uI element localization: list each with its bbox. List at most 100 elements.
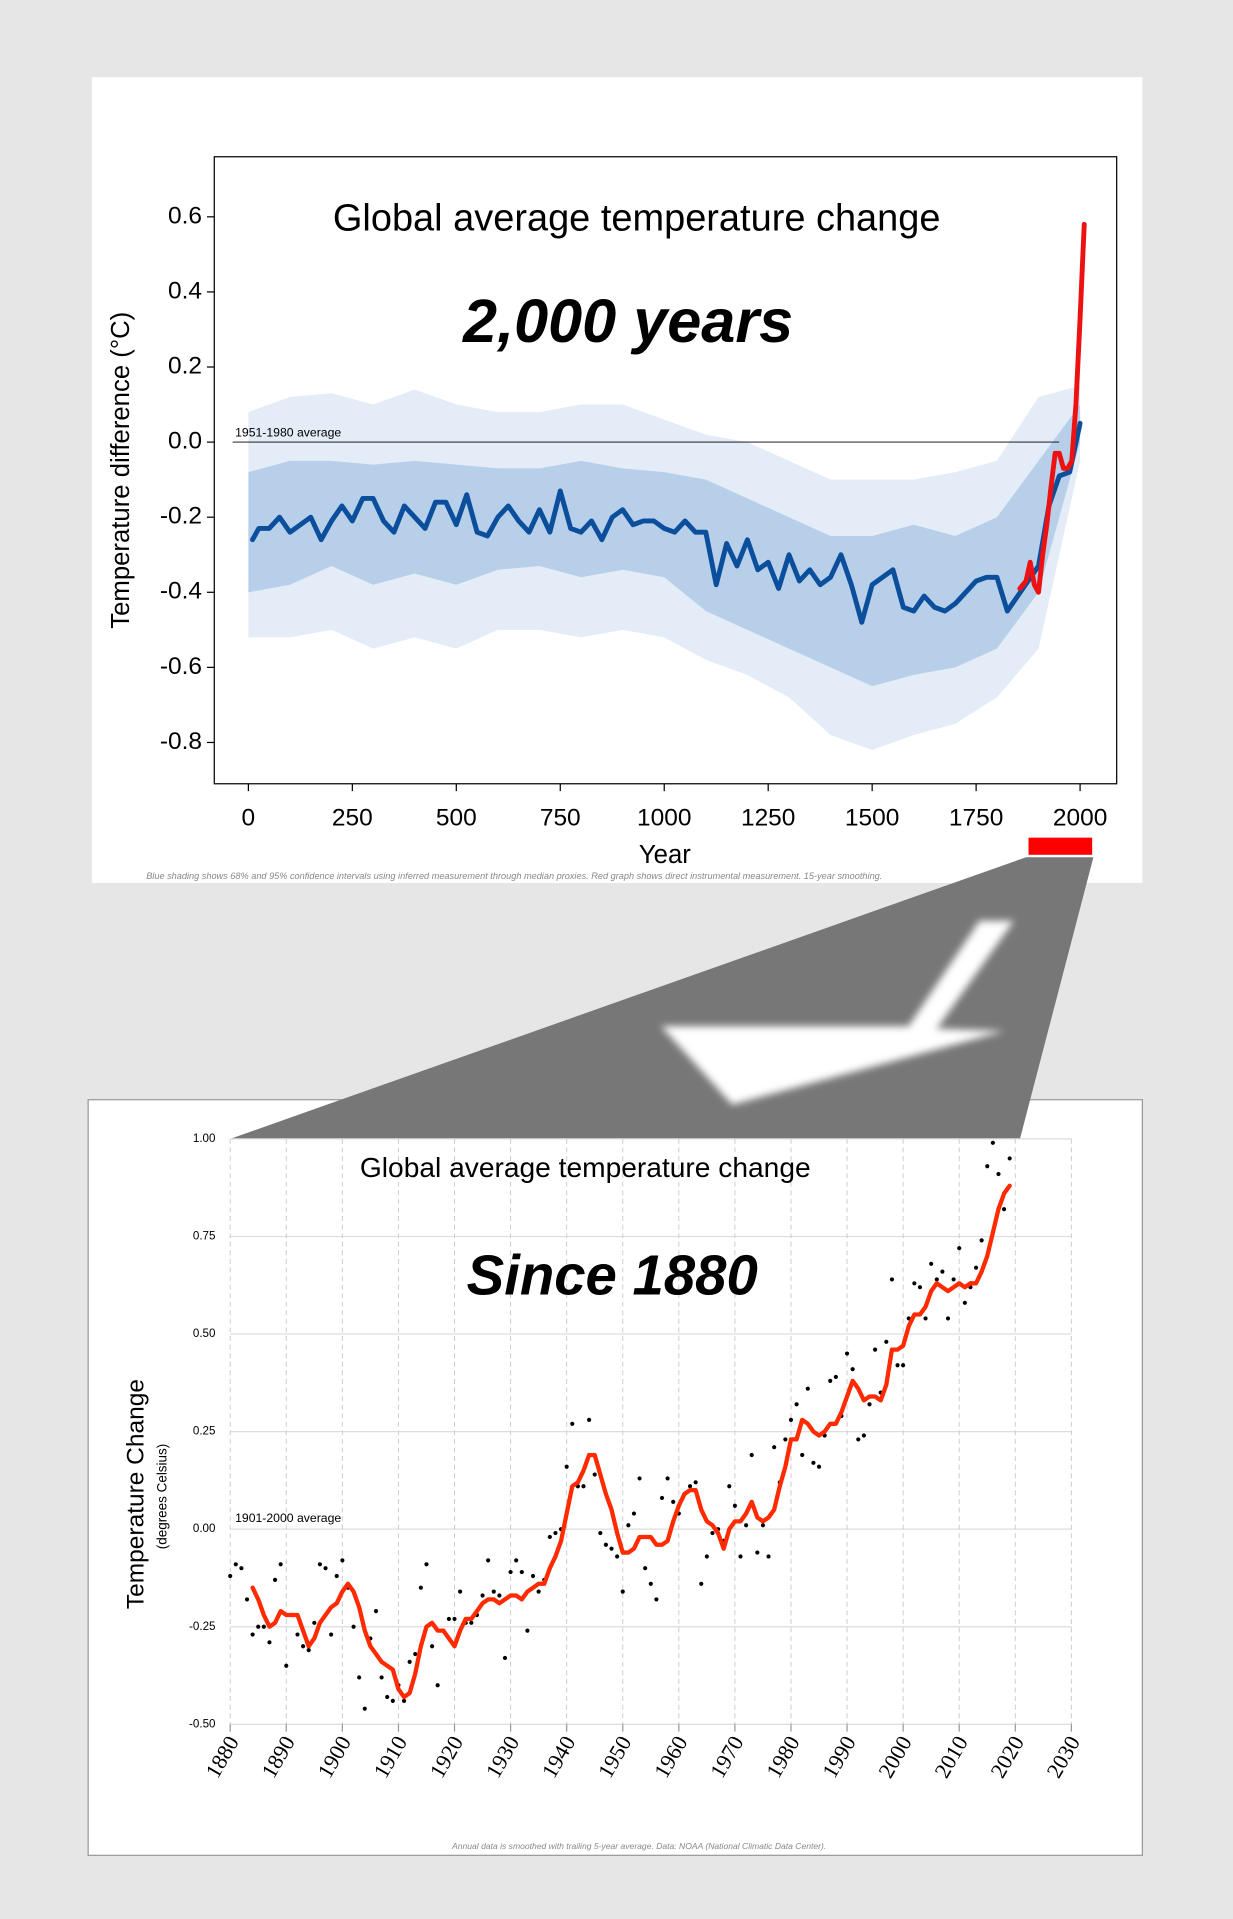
data-point [317, 1562, 323, 1567]
x-tick-label: 1500 [845, 805, 899, 832]
data-point [357, 1675, 362, 1680]
data-point [615, 1554, 620, 1559]
data-point [334, 1573, 339, 1579]
data-point [828, 1378, 833, 1383]
data-point [351, 1624, 356, 1629]
data-point [407, 1659, 412, 1664]
data-point [250, 1632, 255, 1637]
x-tick-label: 500 [436, 805, 477, 832]
data-point [1001, 1207, 1007, 1212]
data-point [603, 1542, 609, 1547]
x-tick-label: 1000 [637, 805, 691, 832]
data-point [306, 1648, 311, 1653]
data-point [699, 1581, 704, 1586]
data-point [536, 1589, 541, 1594]
x-tick-label: 250 [332, 805, 373, 832]
reference-label: 1951-1980 average [235, 426, 341, 440]
data-point [452, 1616, 457, 1621]
data-point [990, 1140, 995, 1145]
data-point [766, 1554, 771, 1559]
data-line [1017, 221, 1087, 595]
data-point [996, 1171, 1001, 1177]
data-point [788, 1417, 794, 1422]
data-point [783, 1437, 788, 1442]
data-point [929, 1261, 934, 1266]
y-tick-label: 0.25 [193, 1425, 216, 1438]
data-point [979, 1238, 984, 1243]
y-axis-sublabel: (degrees Celsius) [154, 1444, 169, 1549]
y-tick-label: 0.75 [193, 1230, 216, 1243]
y-tick-label: 1.00 [193, 1132, 216, 1145]
data-point [710, 1530, 715, 1536]
data-point [643, 1566, 648, 1571]
data-point [261, 1624, 266, 1629]
data-point [418, 1585, 423, 1590]
x-axis-label: Year [639, 841, 691, 869]
data-point [424, 1562, 429, 1567]
data-point [429, 1644, 435, 1649]
data-point [884, 1339, 889, 1344]
data-point [435, 1683, 440, 1688]
data-point [553, 1530, 558, 1536]
data-point [873, 1347, 878, 1352]
data-point [940, 1269, 945, 1274]
y-tick-label: -0.4 [160, 578, 202, 605]
data-point [256, 1624, 261, 1629]
data-point [519, 1570, 524, 1575]
chart-subtitle: Since 1880 [467, 1244, 758, 1307]
data-point [312, 1620, 317, 1625]
chart-subtitle: 2,000 years [462, 287, 793, 355]
data-point [570, 1421, 575, 1426]
data-point [587, 1417, 592, 1422]
x-tick-label: 1250 [741, 805, 795, 832]
data-point [598, 1530, 603, 1536]
data-point [816, 1464, 822, 1469]
data-point [458, 1589, 463, 1594]
y-tick-label: -0.50 [189, 1717, 216, 1730]
data-point [704, 1554, 709, 1559]
data-point [693, 1480, 698, 1485]
data-point [486, 1558, 491, 1563]
data-point [233, 1562, 238, 1567]
data-point [687, 1484, 693, 1489]
data-point [923, 1316, 928, 1321]
data-point [794, 1402, 799, 1407]
data-point [244, 1597, 250, 1602]
chart-note: Annual data is smoothed with trailing 5-… [451, 1841, 826, 1851]
data-point [631, 1511, 637, 1516]
data-point [228, 1573, 233, 1579]
zoom-connector [230, 857, 1094, 1139]
data-point [491, 1589, 496, 1594]
data-point [654, 1597, 659, 1602]
data-point [609, 1546, 614, 1551]
data-point [805, 1386, 810, 1391]
data-point [945, 1316, 951, 1321]
data-point [295, 1632, 300, 1637]
data-point [850, 1367, 855, 1372]
data-point [637, 1476, 642, 1481]
data-line [250, 420, 1083, 625]
data-point [833, 1374, 838, 1380]
data-point [239, 1566, 244, 1571]
y-tick-label: -0.25 [189, 1620, 215, 1633]
data-point [564, 1464, 569, 1469]
data-point [362, 1706, 367, 1711]
data-point [626, 1523, 631, 1528]
data-point [951, 1277, 956, 1282]
data-point [267, 1640, 272, 1645]
data-point [385, 1694, 390, 1700]
data-point [671, 1499, 676, 1504]
data-point [581, 1484, 586, 1489]
data-point [917, 1285, 923, 1290]
data-point [749, 1452, 754, 1458]
x-tick-label: 2000 [1053, 805, 1107, 832]
data-point [530, 1573, 536, 1579]
plot-frame [213, 156, 1118, 785]
data-point [446, 1616, 451, 1621]
data-point [497, 1593, 502, 1598]
data-point [401, 1698, 407, 1703]
data-point [648, 1581, 653, 1586]
data-point [390, 1698, 395, 1703]
